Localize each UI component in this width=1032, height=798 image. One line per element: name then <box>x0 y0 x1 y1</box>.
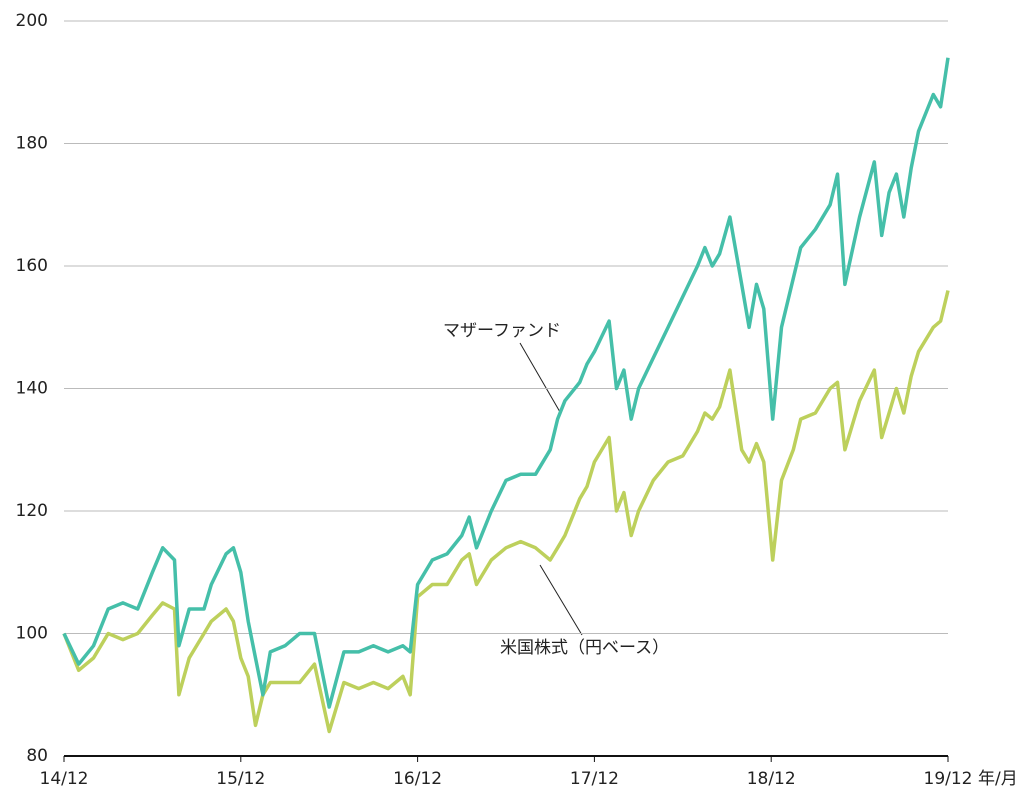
x-tick-label: 14/12 <box>40 769 89 789</box>
y-tick-label: 180 <box>16 134 48 154</box>
y-tick-label: 80 <box>26 746 48 766</box>
x-tick-label: 18/12 <box>747 769 796 789</box>
leader-line <box>519 342 561 413</box>
leader-line <box>539 564 583 636</box>
y-tick-label: 120 <box>16 501 48 521</box>
y-tick-label: 160 <box>16 256 48 276</box>
x-axis-label: 年/月 <box>978 769 1018 789</box>
x-tick-label: 15/12 <box>216 769 265 789</box>
series-line <box>62 290 950 734</box>
x-tick-label: 19/12 <box>924 769 973 789</box>
y-tick-label: 140 <box>16 379 48 399</box>
y-tick-label: 200 <box>16 11 48 31</box>
annotation: 米国株式（円ベース） <box>500 638 669 658</box>
series-line <box>62 57 950 709</box>
x-tick-label: 16/12 <box>393 769 442 789</box>
y-tick-label: 100 <box>16 624 48 644</box>
x-tick-label: 17/12 <box>570 769 619 789</box>
annotation: マザーファンド <box>443 321 561 341</box>
